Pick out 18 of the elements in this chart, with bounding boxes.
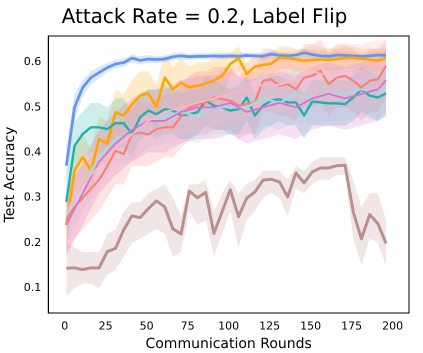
x-tick-label: 25 bbox=[98, 319, 113, 332]
y-tick-label: 0.1 bbox=[24, 281, 42, 294]
y-tick-label: 0.5 bbox=[24, 100, 42, 114]
x-tick-label: 125 bbox=[259, 319, 280, 332]
x-tick-label: 0 bbox=[61, 319, 68, 332]
y-tick-label: 0.3 bbox=[24, 190, 42, 204]
x-tick-label: 150 bbox=[300, 319, 322, 332]
x-tick-label: 75 bbox=[180, 319, 195, 332]
y-axis-title: Test Accuracy bbox=[2, 126, 18, 224]
y-tick-label: 0.6 bbox=[24, 55, 42, 68]
x-tick-label: 175 bbox=[341, 319, 362, 332]
x-tick-label: 200 bbox=[382, 319, 404, 332]
chart-title: Attack Rate = 0.2, Label Flip bbox=[62, 4, 348, 28]
y-tick-label: 0.4 bbox=[24, 145, 42, 158]
x-tick-label: 50 bbox=[140, 319, 154, 332]
x-tick-label: 100 bbox=[218, 319, 240, 332]
x-axis-title: Communication Rounds bbox=[145, 336, 312, 352]
y-tick-label: 0.2 bbox=[24, 236, 42, 249]
